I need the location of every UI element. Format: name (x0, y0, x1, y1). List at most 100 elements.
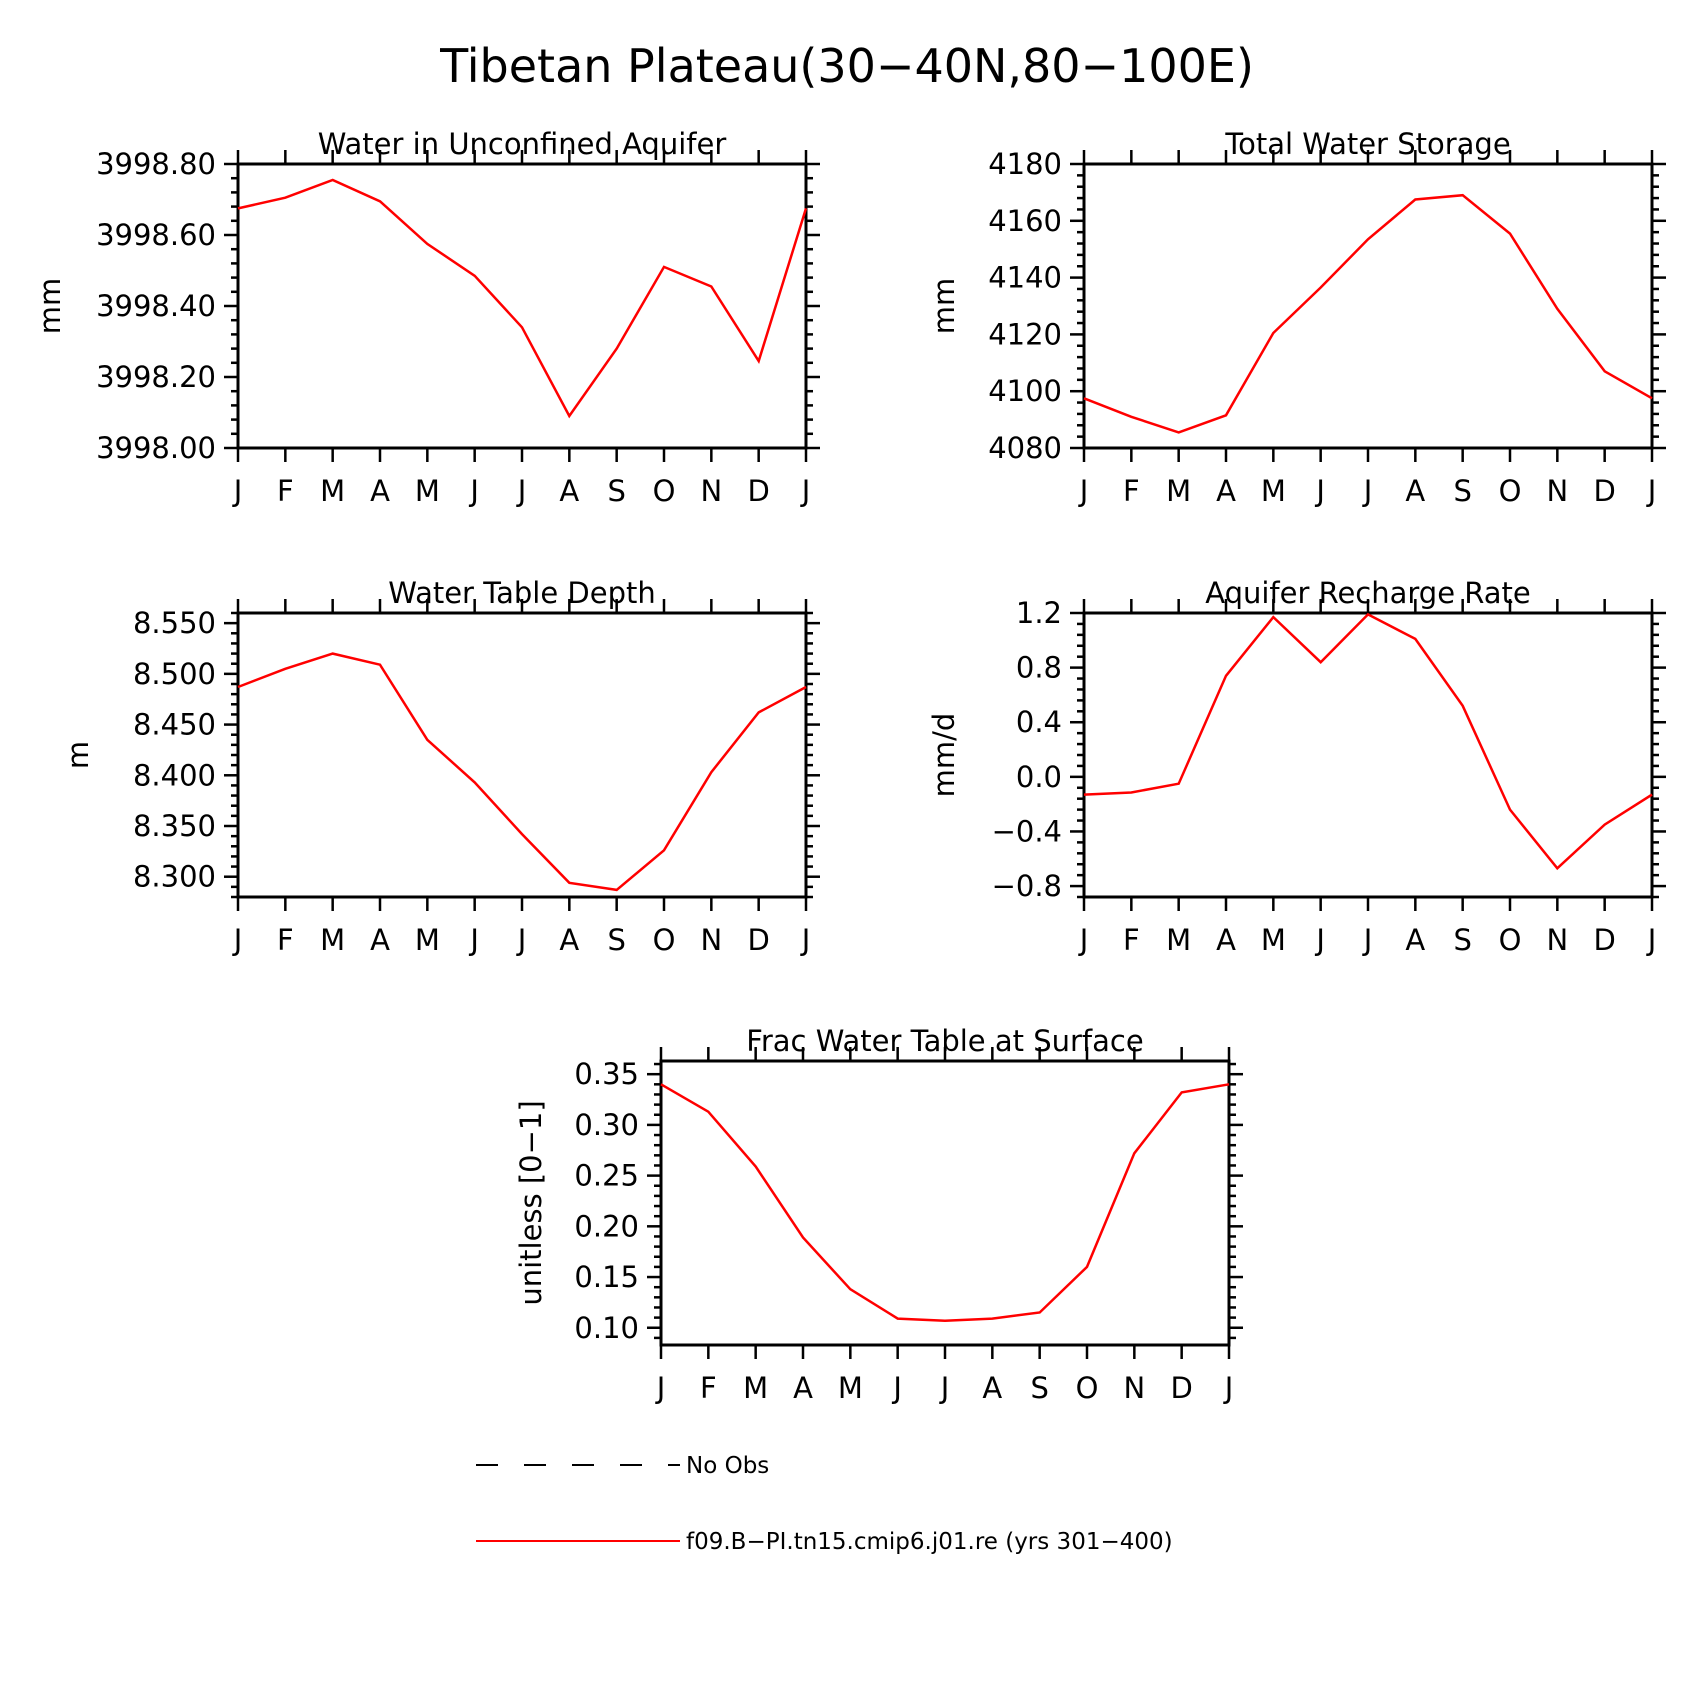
x-tick-label: D (747, 923, 769, 957)
x-tick-label: M (1261, 474, 1286, 508)
x-tick-label: J (232, 923, 243, 957)
y-tick-label: 0.0 (1016, 760, 1062, 794)
x-tick-label: J (1646, 474, 1657, 508)
x-tick-label: M (743, 1371, 768, 1405)
x-tick-label: J (516, 474, 527, 508)
x-tick-label: O (653, 923, 676, 957)
x-tick-label: N (700, 474, 722, 508)
x-tick-label: M (838, 1371, 863, 1405)
x-tick-label: J (1223, 1371, 1234, 1405)
x-tick-label: J (800, 923, 811, 957)
x-tick-label: S (1453, 923, 1471, 957)
x-tick-label: J (516, 923, 527, 957)
y-tick-label: 8.400 (133, 758, 216, 792)
x-tick-label: D (747, 474, 769, 508)
x-tick-label: D (1593, 474, 1615, 508)
y-axis-label: mm (927, 278, 961, 335)
y-tick-label: 0.4 (1016, 705, 1062, 739)
legend-entry: f09.B−PI.tn15.cmip6.j01.re (yrs 301−400) (476, 1529, 1173, 1555)
y-axis-label: mm (33, 278, 67, 335)
x-tick-label: A (370, 923, 390, 957)
y-tick-label: 8.350 (133, 809, 216, 843)
legend: No Obs f09.B−PI.tn15.cmip6.j01.re (yrs 30… (476, 1453, 1173, 1555)
x-tick-label: M (320, 474, 345, 508)
y-tick-label: 4080 (988, 431, 1062, 465)
x-tick-label: J (1362, 474, 1373, 508)
y-tick-label: 3998.80 (96, 147, 216, 181)
x-tick-label: S (1453, 474, 1471, 508)
y-tick-label: 0.8 (1016, 651, 1062, 685)
x-tick-label: A (559, 474, 579, 508)
x-tick-label: J (232, 474, 243, 508)
legend-label: f09.B−PI.tn15.cmip6.j01.re (yrs 301−400) (686, 1529, 1173, 1555)
y-tick-label: −0.8 (992, 869, 1062, 903)
x-tick-label: N (1546, 474, 1568, 508)
x-tick-label: M (1166, 474, 1191, 508)
y-tick-label: 3998.60 (96, 218, 216, 252)
x-tick-label: J (891, 1371, 902, 1405)
x-tick-label: N (1123, 1371, 1145, 1405)
x-tick-label: O (653, 474, 676, 508)
x-tick-label: A (1216, 923, 1236, 957)
x-tick-label: F (277, 474, 294, 508)
x-tick-label: M (415, 474, 440, 508)
x-tick-label: M (415, 923, 440, 957)
y-tick-label: 8.550 (133, 606, 216, 640)
y-tick-label: 4100 (988, 374, 1062, 408)
x-tick-label: O (1499, 923, 1522, 957)
y-tick-label: 3998.00 (96, 431, 216, 465)
series-line (237, 652, 807, 892)
legend-label: No Obs (686, 1453, 769, 1479)
series-line (237, 178, 808, 419)
x-tick-label: S (607, 474, 625, 508)
y-tick-label: 4120 (988, 317, 1062, 351)
x-tick-label: O (1076, 1371, 1099, 1405)
x-tick-label: F (277, 923, 294, 957)
x-tick-label: S (607, 923, 625, 957)
x-tick-label: O (1499, 474, 1522, 508)
x-tick-label: J (1314, 474, 1325, 508)
x-tick-label: A (1405, 923, 1425, 957)
y-axis-label: m (61, 741, 95, 769)
y-tick-label: 4160 (988, 204, 1062, 238)
x-tick-label: J (468, 474, 479, 508)
x-tick-label: J (939, 1371, 950, 1405)
x-tick-label: F (1123, 923, 1140, 957)
x-tick-label: D (1170, 1371, 1192, 1405)
x-tick-label: M (1261, 923, 1286, 957)
x-tick-label: N (1546, 923, 1568, 957)
series-line (660, 1083, 1230, 1322)
x-tick-label: F (700, 1371, 717, 1405)
x-tick-label: A (370, 474, 390, 508)
y-tick-label: 3998.20 (96, 360, 216, 394)
y-tick-label: 0.20 (574, 1209, 639, 1243)
series-line (1083, 193, 1653, 434)
y-tick-label: 0.30 (574, 1108, 639, 1142)
y-tick-label: 4180 (988, 147, 1062, 181)
x-tick-label: A (1216, 474, 1236, 508)
y-tick-label: 8.500 (133, 657, 216, 691)
x-tick-label: M (320, 923, 345, 957)
legend-entry: No Obs (476, 1453, 769, 1479)
x-tick-label: S (1030, 1371, 1048, 1405)
y-tick-label: 0.15 (574, 1260, 639, 1294)
y-axis-label: mm/d (927, 713, 961, 798)
x-tick-label: F (1123, 474, 1140, 508)
y-tick-label: 8.300 (133, 860, 216, 894)
x-tick-label: J (1314, 923, 1325, 957)
y-tick-label: 1.2 (1016, 596, 1062, 630)
x-tick-label: A (1405, 474, 1425, 508)
x-tick-label: M (1166, 923, 1191, 957)
y-tick-label: 8.450 (133, 708, 216, 742)
x-tick-label: A (559, 923, 579, 957)
x-tick-label: D (1593, 923, 1615, 957)
y-tick-label: 4140 (988, 261, 1062, 295)
y-tick-label: 3998.40 (96, 289, 216, 323)
